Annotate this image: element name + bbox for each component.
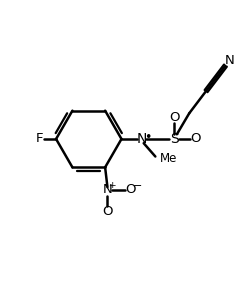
Text: O: O (191, 133, 201, 145)
Text: N: N (136, 132, 146, 146)
Text: O: O (125, 183, 136, 197)
Text: •: • (144, 131, 152, 144)
Text: F: F (36, 133, 43, 145)
Text: +: + (108, 181, 116, 190)
Text: O: O (102, 205, 113, 218)
Text: N: N (225, 54, 235, 67)
Text: Me: Me (160, 152, 177, 165)
Text: O: O (169, 111, 179, 124)
Text: N: N (103, 183, 112, 197)
Text: S: S (170, 132, 178, 146)
Text: −: − (133, 181, 142, 191)
